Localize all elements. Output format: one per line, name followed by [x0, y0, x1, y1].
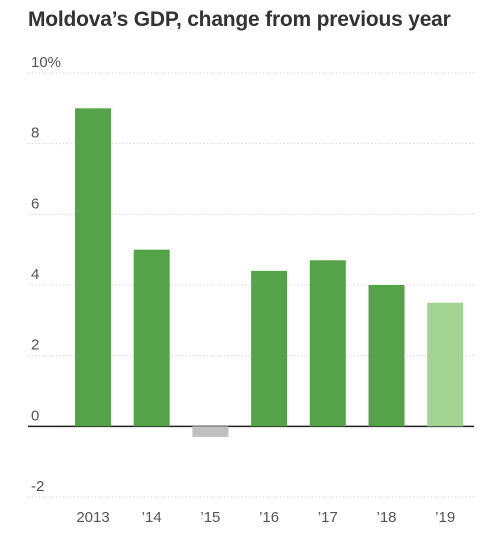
y-tick-label: 4: [31, 266, 39, 283]
x-tick-label: ’19: [435, 509, 455, 526]
bar-3: [251, 270, 288, 427]
bar-0: [75, 108, 111, 427]
bar-2: [192, 426, 229, 437]
y-tick-label: -2: [31, 478, 44, 495]
y-tick-label: 2: [31, 337, 39, 354]
bar-4: [309, 260, 346, 427]
x-tick-label: ’16: [259, 509, 279, 526]
bar-1: [133, 249, 170, 427]
chart-title: Moldova’s GDP, change from previous year: [28, 8, 451, 31]
x-tick-label: ’17: [318, 509, 338, 526]
x-tick-label: 2013: [76, 509, 109, 526]
y-tick-label: 6: [31, 195, 39, 212]
x-tick-label: ’18: [376, 509, 396, 526]
tick-labels: -2 0 2 4 6 8 10% 2013 ’14 ’15 ’16 ’17 ’18 ’19: [31, 54, 455, 526]
x-tick-label: ’15: [200, 509, 220, 526]
bar-5: [368, 285, 405, 427]
x-tick-label: ’14: [142, 509, 162, 526]
y-tick-label: 0: [31, 407, 39, 424]
y-tick-label: 8: [31, 125, 39, 142]
bar-6: [427, 302, 464, 427]
bars: [75, 108, 464, 437]
y-tick-label: 10%: [31, 54, 61, 71]
